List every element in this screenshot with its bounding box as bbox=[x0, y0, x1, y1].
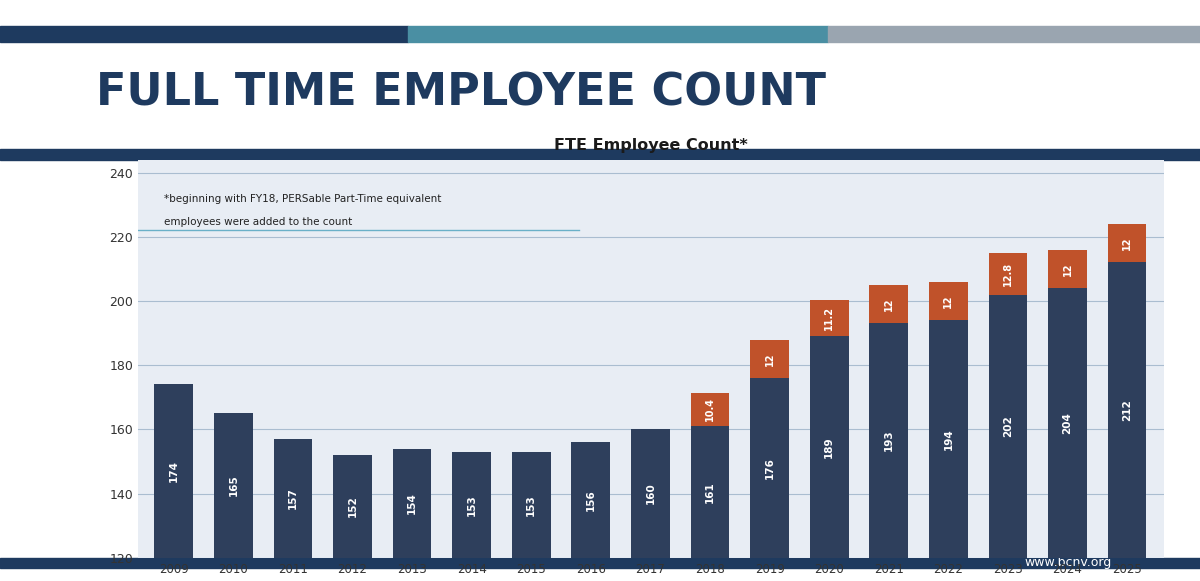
Text: 202: 202 bbox=[1003, 415, 1013, 437]
Bar bbox=[929, 282, 967, 320]
Text: 165: 165 bbox=[228, 475, 239, 496]
Text: 10.4: 10.4 bbox=[704, 397, 715, 421]
Bar bbox=[0, 558, 1200, 568]
Text: 153: 153 bbox=[467, 494, 476, 516]
Text: 154: 154 bbox=[407, 492, 418, 514]
Bar bbox=[631, 429, 670, 581]
Text: 194: 194 bbox=[943, 428, 953, 450]
Bar bbox=[155, 385, 193, 581]
Bar bbox=[828, 26, 1200, 42]
Bar bbox=[869, 285, 908, 324]
Text: 157: 157 bbox=[288, 487, 298, 510]
Text: 204: 204 bbox=[1062, 412, 1073, 434]
Bar bbox=[750, 378, 788, 581]
Bar bbox=[810, 300, 848, 336]
Bar bbox=[512, 452, 551, 581]
Bar bbox=[810, 336, 848, 581]
Text: 160: 160 bbox=[646, 483, 655, 504]
Bar bbox=[1048, 288, 1087, 581]
Bar bbox=[571, 442, 610, 581]
Bar bbox=[274, 439, 312, 581]
Bar bbox=[691, 426, 730, 581]
Text: *beginning with FY18, PERSable Part-Time equivalent: *beginning with FY18, PERSable Part-Time… bbox=[163, 193, 442, 203]
Text: 12: 12 bbox=[943, 294, 953, 308]
Bar bbox=[452, 452, 491, 581]
Text: 189: 189 bbox=[824, 436, 834, 458]
Text: 212: 212 bbox=[1122, 399, 1132, 421]
Text: 12: 12 bbox=[764, 352, 774, 365]
Bar bbox=[989, 253, 1027, 295]
Bar bbox=[1048, 250, 1087, 288]
Text: employees were added to the count: employees were added to the count bbox=[163, 217, 352, 228]
Text: 193: 193 bbox=[883, 430, 894, 451]
Bar bbox=[214, 413, 253, 581]
Title: FTE Employee Count*: FTE Employee Count* bbox=[554, 138, 748, 153]
Bar bbox=[1108, 224, 1146, 263]
Text: 12: 12 bbox=[1062, 262, 1073, 275]
Text: 153: 153 bbox=[527, 494, 536, 516]
Bar bbox=[392, 449, 432, 581]
Text: FULL TIME EMPLOYEE COUNT: FULL TIME EMPLOYEE COUNT bbox=[96, 72, 826, 115]
Bar bbox=[929, 320, 967, 581]
Bar bbox=[691, 393, 730, 426]
Bar bbox=[408, 26, 828, 42]
Text: 12: 12 bbox=[1122, 236, 1132, 250]
Text: www.bcnv.org: www.bcnv.org bbox=[1025, 557, 1111, 569]
Text: 174: 174 bbox=[169, 460, 179, 482]
Bar bbox=[0, 26, 408, 42]
Text: 152: 152 bbox=[348, 496, 358, 517]
Bar bbox=[989, 295, 1027, 581]
Bar bbox=[334, 455, 372, 581]
Bar bbox=[869, 324, 908, 581]
Text: 156: 156 bbox=[586, 489, 596, 511]
Bar bbox=[1108, 263, 1146, 581]
Bar bbox=[750, 339, 788, 378]
Text: 12.8: 12.8 bbox=[1003, 262, 1013, 286]
Text: 11.2: 11.2 bbox=[824, 306, 834, 331]
Text: 12: 12 bbox=[883, 297, 894, 311]
Text: 176: 176 bbox=[764, 457, 774, 479]
Text: 161: 161 bbox=[704, 481, 715, 503]
